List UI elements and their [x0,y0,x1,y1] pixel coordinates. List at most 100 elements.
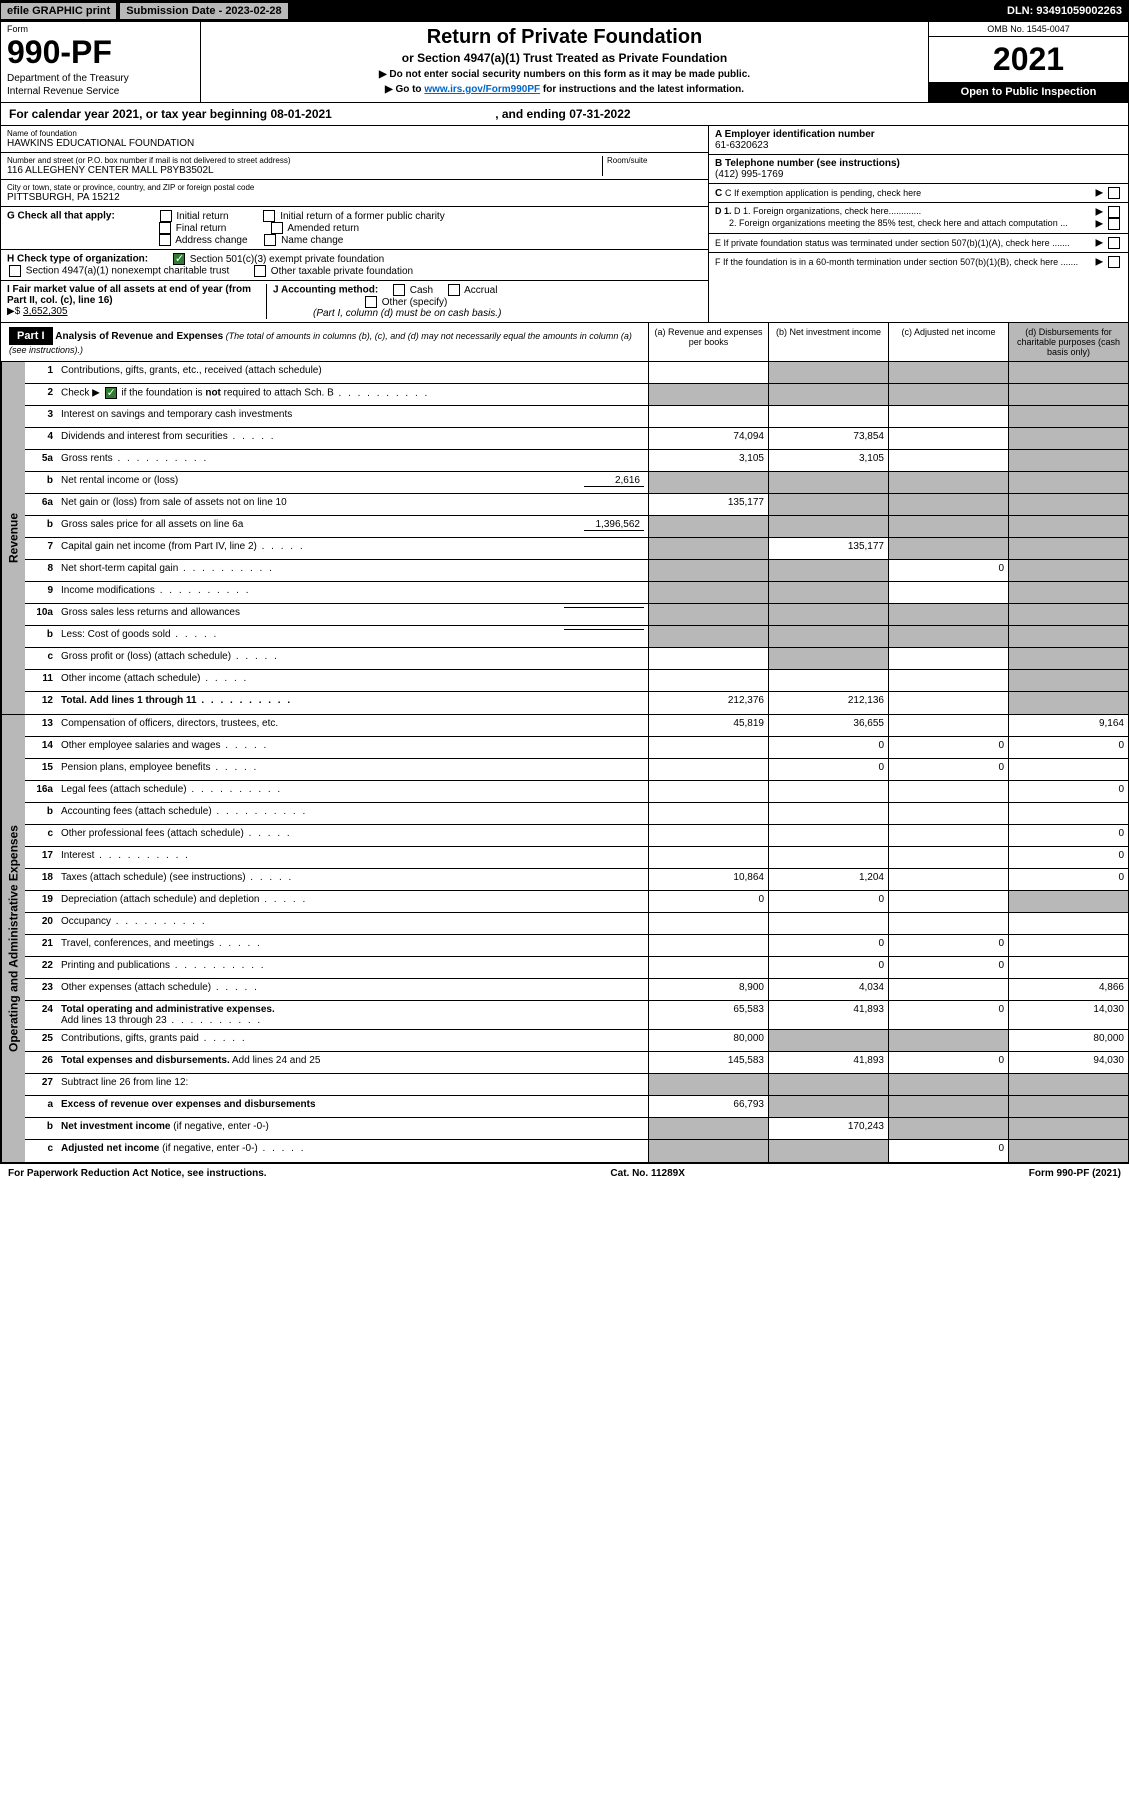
address: 116 ALLEGHENY CENTER MALL P8YB3502L [7,165,602,176]
other-method-checkbox[interactable] [365,296,377,308]
amended-return-checkbox[interactable] [271,222,283,234]
note-ssn: ▶ Do not enter social security numbers o… [205,69,924,80]
d-cell: D 1. D 1. Foreign organizations, check h… [709,203,1128,234]
initial-return-checkbox[interactable] [160,210,172,222]
other-taxable-checkbox[interactable] [254,265,266,277]
row-25: 25Contributions, gifts, grants paid80,00… [25,1030,1128,1052]
f-checkbox[interactable] [1108,256,1120,268]
top-bar: efile GRAPHIC print Submission Date - 20… [0,0,1129,22]
note-url: ▶ Go to www.irs.gov/Form990PF for instru… [205,84,924,95]
calendar-year-row: For calendar year 2021, or tax year begi… [0,103,1129,126]
row-4: 4Dividends and interest from securities7… [25,428,1128,450]
rental-income-val: 2,616 [584,475,644,487]
row-16a: 16aLegal fees (attach schedule)0 [25,781,1128,803]
i-j-row: I Fair market value of all assets at end… [1,281,708,322]
header-mid: Return of Private Foundation or Section … [201,22,928,102]
row-7: 7Capital gain net income (from Part IV, … [25,538,1128,560]
dept-treasury: Department of the Treasury [7,73,194,84]
h-row: H Check type of organization: Section 50… [1,250,708,281]
phone-cell: B Telephone number (see instructions) (4… [709,155,1128,184]
footer-form: Form 990-PF (2021) [1029,1168,1121,1179]
501c3-checkbox[interactable] [173,253,185,265]
row-5a: 5aGross rents3,1053,105 [25,450,1128,472]
row-1: 1Contributions, gifts, grants, etc., rec… [25,362,1128,384]
open-inspection: Open to Public Inspection [929,82,1128,102]
row-10a: 10aGross sales less returns and allowanc… [25,604,1128,626]
expenses-side-label: Operating and Administrative Expenses [1,715,25,1162]
form-word: Form [7,24,194,34]
row-16c: cOther professional fees (attach schedul… [25,825,1128,847]
4947-checkbox[interactable] [9,265,21,277]
form-subtitle: or Section 4947(a)(1) Trust Treated as P… [205,51,924,65]
row-18: 18Taxes (attach schedule) (see instructi… [25,869,1128,891]
row-14: 14Other employee salaries and wages000 [25,737,1128,759]
city-cell: City or town, state or province, country… [1,180,708,207]
initial-former-checkbox[interactable] [263,210,275,222]
phone: (412) 995-1769 [715,169,783,180]
ein: 61-6320623 [715,140,768,151]
row-6b: bGross sales price for all assets on lin… [25,516,1128,538]
row-27: 27Subtract line 26 from line 12: [25,1074,1128,1096]
form-title: Return of Private Foundation [205,26,924,49]
g-row: G Check all that apply: Initial return I… [1,207,708,250]
col-c-header: (c) Adjusted net income [888,323,1008,361]
accrual-checkbox[interactable] [448,284,460,296]
row-9: 9Income modifications [25,582,1128,604]
col-b-header: (b) Net investment income [768,323,888,361]
row-23: 23Other expenses (attach schedule)8,9004… [25,979,1128,1001]
revenue-section: Revenue 1Contributions, gifts, grants, e… [0,362,1129,715]
schb-checkbox[interactable] [105,387,117,399]
info-right: A Employer identification number 61-6320… [708,126,1128,322]
d1-checkbox[interactable] [1108,206,1120,218]
final-return-checkbox[interactable] [159,222,171,234]
row-15: 15Pension plans, employee benefits00 [25,759,1128,781]
part1-badge: Part I [9,327,53,345]
end-date: 07-31-2022 [569,107,630,121]
row-8: 8Net short-term capital gain0 [25,560,1128,582]
f-cell: F If the foundation is in a 60-month ter… [709,253,1128,271]
foundation-name-cell: Name of foundation HAWKINS EDUCATIONAL F… [1,126,708,153]
row-21: 21Travel, conferences, and meetings00 [25,935,1128,957]
row-10b: bLess: Cost of goods sold [25,626,1128,648]
address-change-checkbox[interactable] [159,234,171,246]
address-cell: Number and street (or P.O. box number if… [1,153,708,180]
tax-year: 2021 [929,37,1128,82]
row-27a: aExcess of revenue over expenses and dis… [25,1096,1128,1118]
room-label: Room/suite [607,156,702,165]
row-26: 26Total expenses and disbursements. Add … [25,1052,1128,1074]
c-checkbox[interactable] [1108,187,1120,199]
row-11: 11Other income (attach schedule) [25,670,1128,692]
d2-checkbox[interactable] [1108,218,1120,230]
revenue-side-label: Revenue [1,362,25,714]
irs-link[interactable]: www.irs.gov/Form990PF [424,84,540,95]
footer: For Paperwork Reduction Act Notice, see … [0,1163,1129,1183]
row-22: 22Printing and publications00 [25,957,1128,979]
row-5b: bNet rental income or (loss) 2,616 [25,472,1128,494]
footer-left: For Paperwork Reduction Act Notice, see … [8,1168,267,1179]
begin-date: 08-01-2021 [270,107,331,121]
part1-desc: Part I Analysis of Revenue and Expenses … [1,323,648,361]
foundation-name: HAWKINS EDUCATIONAL FOUNDATION [7,138,702,149]
name-change-checkbox[interactable] [264,234,276,246]
row-17: 17Interest0 [25,847,1128,869]
cash-checkbox[interactable] [393,284,405,296]
row-27c: cAdjusted net income (if negative, enter… [25,1140,1128,1162]
info-left: Name of foundation HAWKINS EDUCATIONAL F… [1,126,708,322]
row-19: 19Depreciation (attach schedule) and dep… [25,891,1128,913]
row-3: 3Interest on savings and temporary cash … [25,406,1128,428]
submission-date: Submission Date - 2023-02-28 [120,3,287,19]
row-20: 20Occupancy [25,913,1128,935]
fmv-value: 3,652,305 [23,306,68,317]
row-12: 12Total. Add lines 1 through 11212,37621… [25,692,1128,714]
form-header: Form 990-PF Department of the Treasury I… [0,22,1129,103]
row-6a: 6aNet gain or (loss) from sale of assets… [25,494,1128,516]
row-13: 13Compensation of officers, directors, t… [25,715,1128,737]
e-cell: E If private foundation status was termi… [709,234,1128,253]
e-checkbox[interactable] [1108,237,1120,249]
row-2: 2Check ▶ if the foundation is not requir… [25,384,1128,406]
c-cell: C C If exemption application is pending,… [709,184,1128,203]
dept-irs: Internal Revenue Service [7,86,194,97]
header-left: Form 990-PF Department of the Treasury I… [1,22,201,102]
gross-sales-val: 1,396,562 [584,519,644,531]
footer-cat: Cat. No. 11289X [267,1168,1029,1179]
